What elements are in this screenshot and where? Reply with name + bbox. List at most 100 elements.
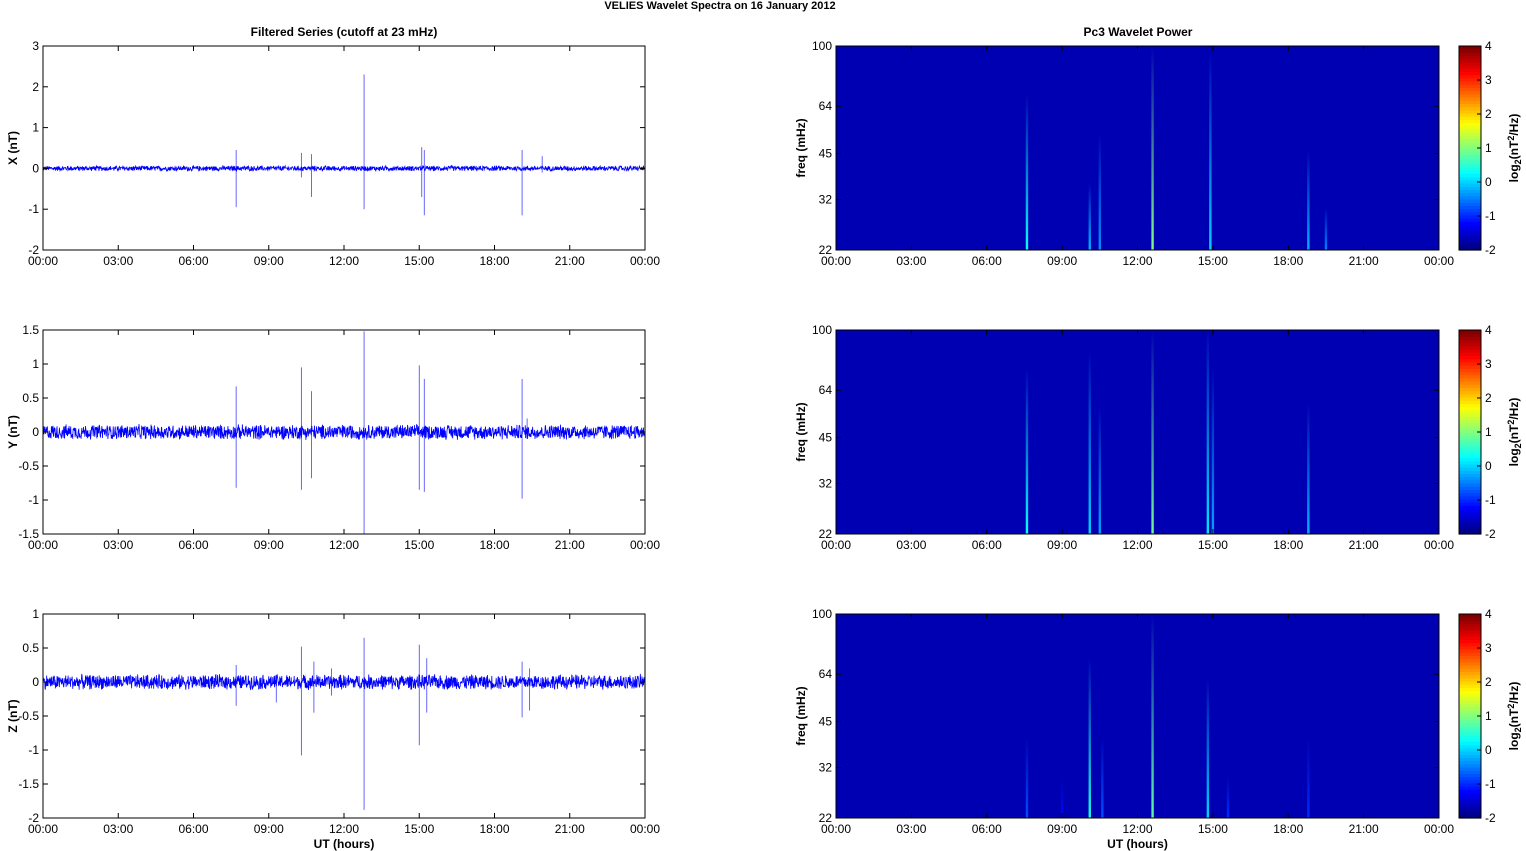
colorbar-segment bbox=[1459, 814, 1481, 819]
colorbar-segment bbox=[1459, 157, 1481, 162]
colorbar-segment bbox=[1459, 390, 1481, 395]
right-x-tick-label: 00:00 bbox=[821, 822, 851, 836]
right-x-tick-label: 18:00 bbox=[1273, 822, 1303, 836]
colorbar-segment bbox=[1459, 81, 1481, 85]
y-tick-label: -1.5 bbox=[18, 527, 39, 541]
right-x-tick-label: 15:00 bbox=[1198, 822, 1228, 836]
colorbar-segment bbox=[1459, 234, 1481, 238]
y-axis-label: Y (nT) bbox=[6, 415, 20, 449]
colorbar-segment bbox=[1459, 731, 1481, 736]
colorbar-segment bbox=[1459, 195, 1481, 200]
colorbar-segment bbox=[1459, 700, 1481, 704]
colorbar-tick-label: 2 bbox=[1485, 391, 1492, 405]
y-tick-label: 64 bbox=[819, 383, 833, 397]
time-series-panel-2: -1.5 -1 -0.5 0 0.5 1 1.5 Y (nT) 00:00 03:00 06:00 0… bbox=[6, 323, 660, 552]
colorbar-label-part: (nT bbox=[1507, 140, 1521, 159]
colorbar-tick-label: 3 bbox=[1485, 73, 1492, 87]
colorbar-segment bbox=[1459, 798, 1481, 803]
colorbar-segment bbox=[1459, 457, 1481, 462]
colorbar-segment bbox=[1459, 684, 1481, 688]
colorbar-segment bbox=[1459, 170, 1481, 175]
colorbar-segment bbox=[1459, 422, 1481, 427]
y-tick-label: 22 bbox=[819, 811, 833, 825]
colorbar-segment bbox=[1459, 470, 1481, 475]
colorbar-segment bbox=[1459, 384, 1481, 388]
left-x-tick-label: 00:00 bbox=[28, 822, 58, 836]
colorbar-segment bbox=[1459, 460, 1481, 465]
colorbar-segment bbox=[1459, 502, 1481, 506]
time-series-panel-3: -2 -1.5 -1 -0.5 0 0.5 1 Z (nT) 00:00 03:00 06:00 09… bbox=[6, 607, 660, 851]
colorbar-segment bbox=[1459, 116, 1481, 120]
colorbar-segment bbox=[1459, 738, 1481, 743]
colorbar-segment bbox=[1459, 773, 1481, 778]
wavelet-power-burst bbox=[1324, 208, 1328, 250]
colorbar-segment bbox=[1459, 409, 1481, 414]
colorbar-segment bbox=[1459, 735, 1481, 739]
colorbar-segment bbox=[1459, 84, 1481, 89]
colorbar-segment bbox=[1459, 451, 1481, 455]
left-x-tick-label: 09:00 bbox=[254, 254, 284, 268]
colorbar-segment bbox=[1459, 486, 1481, 490]
left-x-tick-label: 21:00 bbox=[555, 822, 585, 836]
colorbar-segment bbox=[1459, 658, 1481, 663]
colorbar-tick-label: 1 bbox=[1485, 141, 1492, 155]
colorbar-segment bbox=[1459, 87, 1481, 92]
colorbar-tick-label: 2 bbox=[1485, 107, 1492, 121]
colorbar-segment bbox=[1459, 61, 1481, 66]
colorbar-segment bbox=[1459, 687, 1481, 692]
colorbar-segment bbox=[1459, 524, 1481, 529]
colorbar-label-part: /Hz) bbox=[1507, 114, 1521, 136]
colorbar-segment bbox=[1459, 792, 1481, 797]
colorbar-segment bbox=[1459, 243, 1481, 248]
colorbar-segment bbox=[1459, 527, 1481, 532]
colorbar-segment bbox=[1459, 176, 1481, 181]
colorbar-segment bbox=[1459, 339, 1481, 344]
spectrogram-background bbox=[836, 330, 1439, 534]
colorbar-segment bbox=[1459, 626, 1481, 631]
wavelet-power-burst bbox=[1151, 46, 1154, 250]
colorbar-segment bbox=[1459, 467, 1481, 471]
left-x-tick-label: 18:00 bbox=[479, 538, 509, 552]
colorbar-segment bbox=[1459, 403, 1481, 408]
colorbar-segment bbox=[1459, 68, 1481, 73]
right-x-tick-label: 09:00 bbox=[1047, 822, 1077, 836]
colorbar-tick-label: -1 bbox=[1485, 493, 1496, 507]
colorbar-segment bbox=[1459, 58, 1481, 63]
colorbar-segment bbox=[1459, 447, 1481, 452]
colorbar-segment bbox=[1459, 492, 1481, 497]
colorbar-segment bbox=[1459, 811, 1481, 816]
colorbar-segment bbox=[1459, 521, 1481, 526]
y-tick-label: -0.5 bbox=[18, 709, 39, 723]
colorbar-segment bbox=[1459, 498, 1481, 503]
colorbar-segment bbox=[1459, 463, 1481, 468]
colorbar-segment bbox=[1459, 227, 1481, 232]
colorbar-segment bbox=[1459, 97, 1481, 101]
colorbar-tick-label: 2 bbox=[1485, 675, 1492, 689]
colorbar-segment bbox=[1459, 444, 1481, 449]
colorbar-segment bbox=[1459, 665, 1481, 669]
colorbar-segment bbox=[1459, 387, 1481, 392]
colorbar-segment bbox=[1459, 716, 1481, 720]
colorbar-segment bbox=[1459, 112, 1481, 117]
left-x-tick-label: 00:00 bbox=[28, 538, 58, 552]
y-tick-label: 1.5 bbox=[22, 323, 39, 337]
y-tick-label: 100 bbox=[812, 39, 832, 53]
y-axis-label: freq (mHz) bbox=[794, 118, 808, 177]
y-tick-label: -2 bbox=[28, 243, 39, 257]
y-axis-label: Z (nT) bbox=[6, 699, 20, 732]
left-x-tick-label: 12:00 bbox=[329, 538, 359, 552]
left-x-tick-label: 21:00 bbox=[555, 538, 585, 552]
colorbar-segment bbox=[1459, 90, 1481, 95]
colorbar-segment bbox=[1459, 93, 1481, 98]
colorbar-segment bbox=[1459, 352, 1481, 357]
colorbar-segment bbox=[1459, 342, 1481, 347]
colorbar-segment bbox=[1459, 167, 1481, 171]
left-x-tick-label: 21:00 bbox=[555, 254, 585, 268]
left-x-tick-label: 00:00 bbox=[630, 254, 660, 268]
y-tick-label: 0.5 bbox=[22, 391, 39, 405]
colorbar-segment bbox=[1459, 767, 1481, 771]
colorbar-segment bbox=[1459, 199, 1481, 203]
